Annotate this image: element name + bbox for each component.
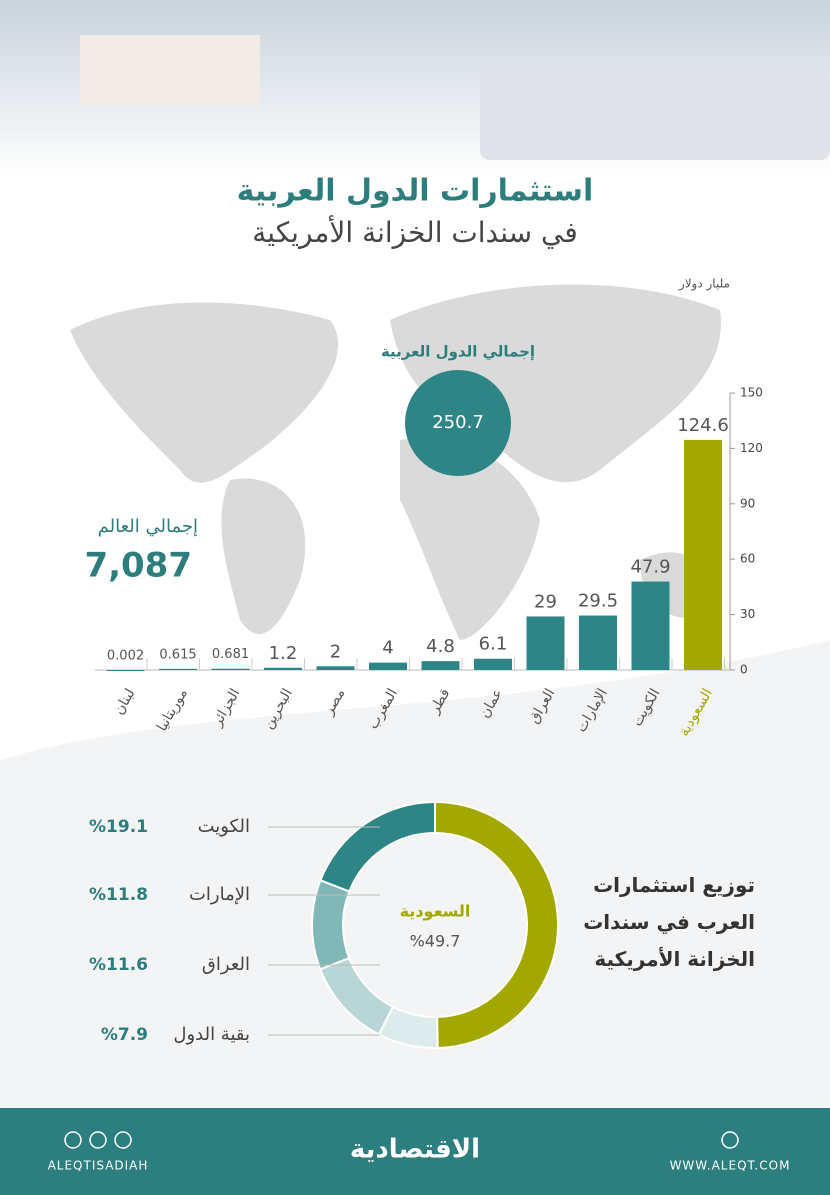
legend-value: %11.6 — [89, 955, 148, 975]
pie-slice — [434, 800, 559, 1049]
bar-separator — [146, 658, 148, 670]
arab-total-value: 250.7 — [432, 412, 484, 433]
value-label: 4.8 — [426, 636, 455, 657]
subtitle: في سندات الخزانة الأمريكية — [252, 214, 578, 249]
bar — [631, 581, 670, 670]
value-label: 124.6 — [677, 415, 729, 436]
bar — [421, 661, 460, 670]
y-axis-label: مليار دولار — [678, 277, 730, 292]
bar-separator — [566, 658, 568, 670]
pie-value-label: %49.7 — [410, 932, 461, 951]
social-handle[interactable]: ALEQTISADIAH — [48, 1159, 149, 1173]
legend-value: %19.1 — [89, 817, 148, 837]
pie-slice — [377, 1005, 439, 1049]
y-tick-label: 30 — [740, 607, 755, 621]
value-label: 6.1 — [479, 634, 508, 655]
bar — [369, 662, 407, 670]
footer: ALEQTISADIAH الاقتصادية WWW.ALEQT.COM — [0, 1108, 830, 1195]
bar-separator — [251, 658, 253, 670]
y-tick-label: 90 — [740, 496, 755, 510]
value-label: 2 — [330, 641, 341, 662]
bar-separator — [199, 658, 200, 670]
bar-separator — [409, 658, 410, 670]
bar-separator — [619, 658, 620, 670]
world-total-label: إجمالي العالم — [98, 516, 198, 537]
legend-value: %11.8 — [89, 885, 148, 905]
x-tick-label: لبنان — [111, 686, 138, 718]
value-label: 47.9 — [630, 557, 670, 578]
value-label: 29.5 — [578, 591, 618, 612]
value-label: 0.002 — [107, 648, 144, 663]
legend-label: العراق — [202, 954, 250, 975]
legend-label: الكويت — [198, 816, 250, 837]
bar — [211, 668, 250, 670]
pie-label: السعودية — [400, 902, 471, 921]
website[interactable]: WWW.ALEQT.COM — [670, 1159, 791, 1173]
y-tick-label: 120 — [740, 441, 763, 455]
web-icon[interactable] — [721, 1131, 739, 1149]
instagram-icon[interactable] — [64, 1131, 82, 1149]
y-tick-label: 60 — [740, 552, 755, 566]
book — [80, 35, 260, 105]
value-label: 4 — [382, 638, 393, 659]
bar-separator — [724, 658, 725, 670]
arab-total-circle — [405, 370, 511, 476]
laptop — [480, 70, 830, 160]
pie-slice — [311, 879, 351, 971]
twitter-icon[interactable] — [114, 1131, 132, 1149]
bar — [526, 616, 565, 670]
pie-slice — [318, 956, 395, 1036]
legend-label: الإمارات — [189, 884, 250, 905]
bar-separator — [671, 658, 673, 670]
y-tick-label: 0 — [740, 663, 748, 677]
world-map — [70, 284, 721, 640]
legend-label: بقية الدول — [173, 1024, 250, 1045]
background-wave — [0, 640, 830, 1108]
value-label: 0.681 — [212, 647, 249, 662]
bar — [579, 615, 617, 670]
logo: الاقتصادية — [350, 1135, 480, 1165]
world-total-value: 7,087 — [84, 546, 192, 586]
bar — [684, 439, 722, 670]
value-label: 1.2 — [269, 643, 298, 664]
value-label: 29 — [534, 591, 557, 612]
bar — [474, 658, 512, 670]
bar — [106, 669, 145, 671]
legend-value: %7.9 — [101, 1025, 148, 1045]
bar — [316, 666, 355, 670]
value-label: 0.615 — [159, 647, 196, 662]
bar — [159, 668, 197, 670]
bar — [264, 667, 302, 670]
y-tick-label: 150 — [740, 386, 763, 400]
pie-slice — [319, 800, 436, 893]
bar-separator — [356, 658, 358, 670]
footer-band — [0, 1108, 830, 1195]
bar-separator — [304, 658, 305, 670]
bar-separator — [514, 658, 515, 670]
facebook-icon[interactable] — [89, 1131, 107, 1149]
title: استثمارات الدول العربية — [237, 174, 594, 209]
pie-title: توزيع استثمارات العرب في سندات الخزانة الأ… — [583, 873, 755, 971]
bar-separator — [461, 658, 463, 670]
arab-total-label: إجمالي الدول العربية — [381, 343, 535, 361]
